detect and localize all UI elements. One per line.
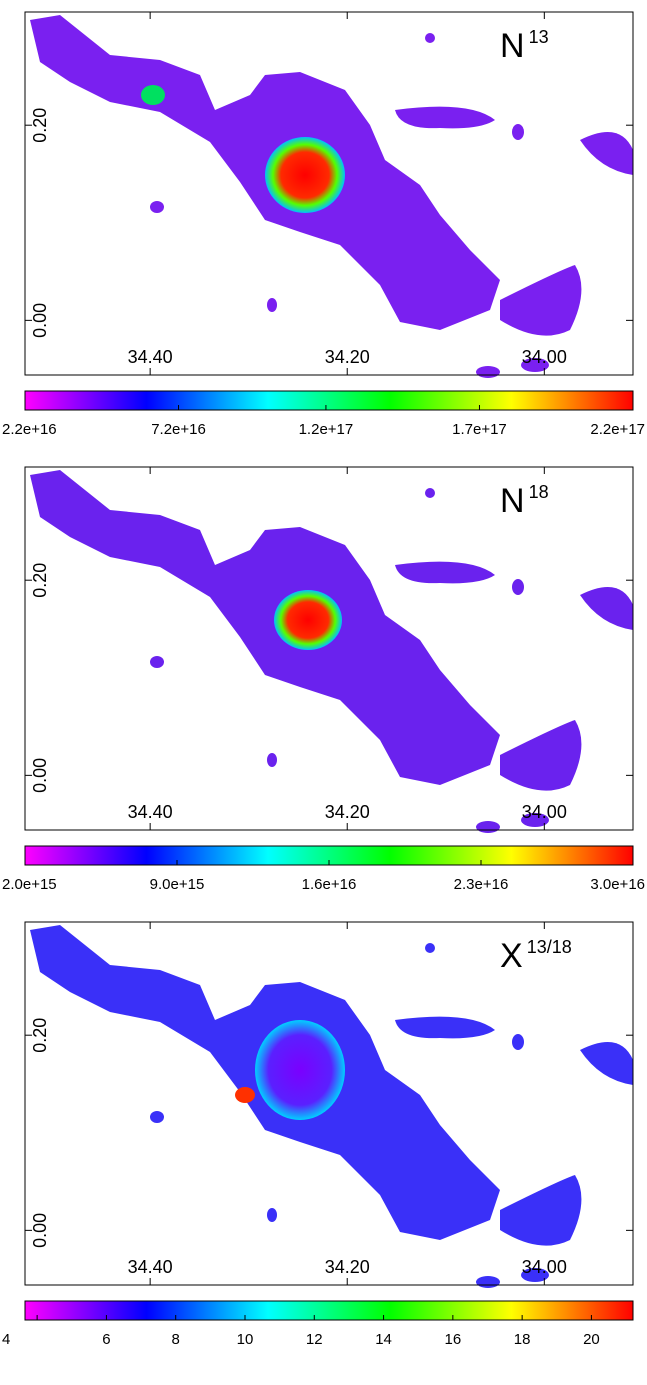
title-main: N xyxy=(500,27,525,65)
map-panel-2 xyxy=(30,470,633,833)
x-tick-label: 34.20 xyxy=(325,1257,370,1277)
map-panel-3 xyxy=(30,925,633,1288)
colorbar-tick-label: 3.0e+16 xyxy=(590,876,645,893)
colorbar-tick-label: 2.0e+15 xyxy=(2,876,57,893)
colorbar-tick-label: 8 xyxy=(172,1331,180,1348)
colorbar-tick-label: 6 xyxy=(102,1331,110,1348)
colorbar-tick-label: 2.2e+16 xyxy=(2,421,57,438)
x-tick-label: 34.00 xyxy=(522,1257,567,1277)
panel-title: N 13 xyxy=(500,27,549,65)
panel-axes: 34.40 34.20 34.00 0.00 0.20 N 13 2.2e+16 7.2e+16… xyxy=(2,11,645,438)
colorbar-tick-label: 12 xyxy=(306,1331,323,1348)
x-tick-label: 34.00 xyxy=(522,347,567,367)
colorbar-tick-label: 16 xyxy=(445,1331,462,1348)
title-main: X xyxy=(500,937,523,975)
colorbar-tick-label: 9.0e+15 xyxy=(150,876,205,893)
panel-axes: 34.40 34.20 34.00 0.00 0.20 X 13/18 4 6 8 10 12 14 16… xyxy=(2,921,634,1348)
panel-axes: 34.40 34.20 34.00 0.00 0.20 N 18 2.0e+15 9.0e+15… xyxy=(2,466,645,893)
colorbar-tick-label: 2.2e+17 xyxy=(590,421,645,438)
panel-title: N 18 xyxy=(500,482,549,520)
plot-frame xyxy=(24,466,634,831)
colorbar-tick-label: 20 xyxy=(583,1331,600,1348)
colorbar-tick-label: 7.2e+16 xyxy=(151,421,206,438)
colorbar-tick-label: 14 xyxy=(375,1331,392,1348)
x-tick-label: 34.40 xyxy=(128,1257,173,1277)
panel-title: X 13/18 xyxy=(500,937,572,975)
plot-frame xyxy=(24,921,634,1286)
title-superscript: 13 xyxy=(529,27,549,47)
colorbar xyxy=(24,390,634,411)
plot-frame xyxy=(24,11,634,376)
title-superscript: 13/18 xyxy=(527,937,572,957)
colorbar-tick-label: 1.2e+17 xyxy=(299,421,354,438)
y-tick-label: 0.00 xyxy=(30,758,50,793)
colorbar-tick-label: 10 xyxy=(237,1331,254,1348)
x-tick-label: 34.40 xyxy=(128,802,173,822)
y-tick-label: 0.00 xyxy=(30,303,50,338)
x-tick-label: 34.20 xyxy=(325,802,370,822)
colorbar-tick-label: 1.6e+16 xyxy=(302,876,357,893)
colorbar xyxy=(24,1300,634,1321)
x-tick-label: 34.00 xyxy=(522,802,567,822)
colorbar-tick-label: 18 xyxy=(514,1331,531,1348)
title-superscript: 18 xyxy=(529,482,549,502)
y-tick-label: 0.00 xyxy=(30,1213,50,1248)
colorbar-tick-label: 2.3e+16 xyxy=(454,876,509,893)
y-tick-label: 0.20 xyxy=(30,563,50,598)
colorbar-tick-label: 4 xyxy=(2,1331,10,1348)
colorbar-tick-label: 1.7e+17 xyxy=(452,421,507,438)
x-tick-label: 34.40 xyxy=(128,347,173,367)
title-main: N xyxy=(500,482,525,520)
y-tick-label: 0.20 xyxy=(30,108,50,143)
map-panel-1 xyxy=(30,15,633,378)
x-tick-label: 34.20 xyxy=(325,347,370,367)
y-tick-label: 0.20 xyxy=(30,1018,50,1053)
